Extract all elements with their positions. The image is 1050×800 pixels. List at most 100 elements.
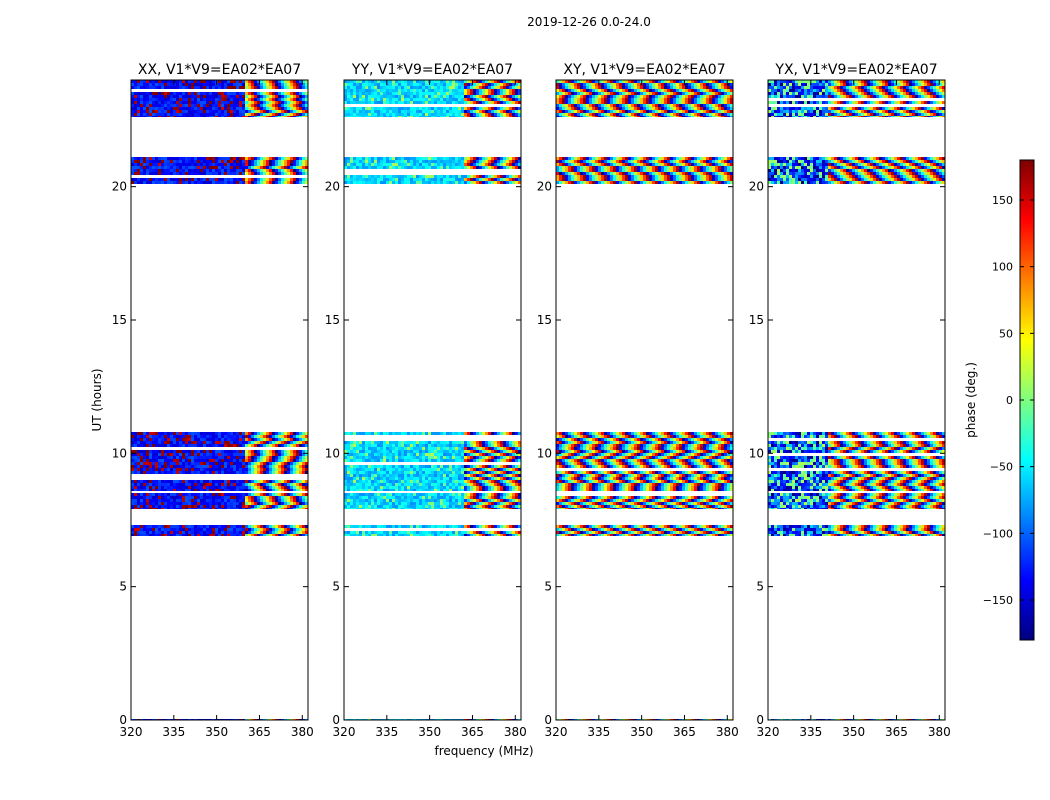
heatmap-cell — [173, 83, 176, 86]
heatmap-cell — [263, 86, 266, 89]
heatmap-cell — [347, 534, 350, 536]
heatmap-cell — [233, 496, 236, 499]
heatmap-cell — [161, 502, 164, 505]
heatmap-cell — [140, 116, 143, 117]
heatmap-cell — [404, 432, 407, 435]
heatmap-cell — [383, 496, 386, 499]
heatmap-cell — [461, 178, 464, 181]
heatmap-cell — [152, 435, 155, 438]
heatmap-cell — [476, 474, 479, 477]
heatmap-cell — [431, 505, 434, 508]
heatmap-cell — [170, 489, 173, 491]
heatmap-cell — [158, 444, 161, 447]
heatmap-cell — [239, 172, 242, 175]
heatmap-cell — [443, 83, 446, 86]
heatmap-cell — [194, 499, 197, 502]
heatmap-cell — [137, 483, 140, 486]
heatmap-cell — [503, 441, 506, 444]
heatmap-cell — [305, 80, 308, 83]
heatmap-cell — [446, 447, 449, 450]
heatmap-cell — [383, 468, 386, 471]
heatmap-cell — [302, 83, 305, 86]
heatmap-cell — [377, 456, 380, 459]
heatmap-cell — [410, 80, 413, 83]
heatmap-cell — [491, 534, 494, 536]
heatmap-cell — [404, 444, 407, 447]
heatmap-cell — [431, 499, 434, 502]
heatmap-cell — [506, 166, 509, 169]
heatmap-cell — [449, 465, 452, 468]
heatmap-cell — [509, 496, 512, 499]
heatmap-cell — [206, 486, 209, 489]
heatmap-cell — [377, 459, 380, 462]
heatmap-cell — [242, 493, 245, 496]
heatmap-cell — [209, 101, 212, 104]
heatmap-cell — [203, 499, 206, 502]
heatmap-cell — [278, 169, 281, 172]
heatmap-cell — [245, 166, 248, 169]
heatmap-cell — [203, 104, 206, 107]
heatmap-cell — [488, 496, 491, 499]
heatmap-cell — [500, 166, 503, 169]
heatmap-cell — [383, 157, 386, 160]
heatmap-cell — [152, 496, 155, 499]
heatmap-cell — [191, 493, 194, 496]
heatmap-cell — [209, 110, 212, 113]
heatmap-cell — [212, 157, 215, 160]
heatmap-cell — [425, 432, 428, 435]
heatmap-cell — [164, 534, 167, 536]
heatmap-cell — [224, 92, 227, 95]
heatmap-cell — [410, 166, 413, 169]
heatmap-cell — [491, 531, 494, 534]
heatmap-cell — [500, 493, 503, 496]
heatmap-cell — [446, 499, 449, 502]
heatmap-cell — [179, 104, 182, 107]
heatmap-cell — [386, 80, 389, 83]
heatmap-cell — [485, 502, 488, 505]
heatmap-cell — [143, 92, 146, 95]
heatmap-cell — [353, 450, 356, 453]
heatmap-cell — [383, 499, 386, 502]
heatmap-cell — [263, 489, 266, 491]
heatmap-cell — [452, 480, 455, 483]
heatmap-cell — [146, 86, 149, 89]
heatmap-cell — [287, 107, 290, 110]
heatmap-cell — [161, 499, 164, 502]
heatmap-cell — [197, 531, 200, 534]
heatmap-cell — [305, 505, 308, 508]
heatmap-cell — [137, 80, 140, 83]
heatmap-cell — [491, 483, 494, 486]
heatmap-cell — [380, 441, 383, 444]
heatmap-cell — [431, 453, 434, 456]
heatmap-cell — [164, 432, 167, 435]
x-tick-label: 380 — [291, 725, 314, 739]
heatmap-cell — [206, 169, 209, 172]
heatmap-cell — [146, 528, 149, 531]
heatmap-cell — [389, 432, 392, 435]
heatmap-cell — [230, 157, 233, 160]
heatmap-cell — [221, 462, 224, 465]
heatmap-cell — [131, 480, 134, 483]
heatmap-cell — [518, 508, 521, 509]
heatmap-cell — [392, 441, 395, 444]
heatmap-cell — [263, 178, 266, 181]
heatmap-cell — [413, 178, 416, 181]
heatmap-cell — [170, 528, 173, 531]
heatmap-cell — [290, 166, 293, 169]
heatmap-cell — [353, 459, 356, 462]
heatmap-cell — [236, 499, 239, 502]
heatmap-cell — [419, 493, 422, 496]
heatmap-cell — [404, 496, 407, 499]
heatmap-cell — [413, 525, 416, 528]
heatmap-cell — [299, 528, 302, 531]
heatmap-cell — [269, 432, 272, 435]
heatmap-cell — [239, 157, 242, 160]
heatmap-cell — [221, 438, 224, 441]
heatmap-cell — [281, 98, 284, 101]
heatmap-cell — [380, 80, 383, 83]
heatmap-cell — [143, 181, 146, 184]
heatmap-cell — [257, 432, 260, 435]
heatmap-cell — [140, 444, 143, 447]
heatmap-cell — [245, 110, 248, 113]
heatmap-cell — [206, 471, 209, 474]
